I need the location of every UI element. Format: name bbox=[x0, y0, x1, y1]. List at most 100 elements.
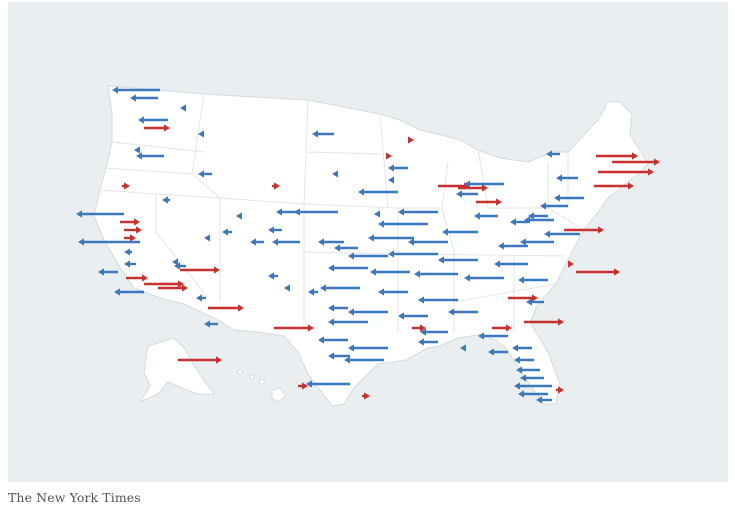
shift-right-arrow bbox=[564, 226, 604, 234]
shift-left-arrow bbox=[276, 208, 298, 216]
shift-left-arrow bbox=[334, 244, 358, 252]
shift-left-arrow bbox=[408, 238, 448, 246]
shift-left-arrow bbox=[204, 320, 218, 328]
shift-left-arrow bbox=[544, 230, 580, 238]
shift-left-arrow bbox=[464, 180, 504, 188]
shift-left-arrow bbox=[442, 228, 478, 236]
shift-left-arrow bbox=[456, 190, 478, 198]
shift-left-arrow bbox=[514, 356, 534, 364]
state-borders bbox=[99, 93, 585, 332]
shift-left-arrow bbox=[284, 284, 290, 292]
shift-left-arrow bbox=[198, 170, 212, 178]
shift-left-arrow bbox=[494, 260, 528, 268]
shift-left-arrow bbox=[328, 352, 350, 360]
shift-right-arrow bbox=[126, 274, 148, 282]
shift-left-arrow bbox=[250, 238, 264, 246]
shift-left-arrow bbox=[420, 328, 448, 336]
shift-left-arrow bbox=[378, 220, 428, 228]
shift-right-arrow bbox=[122, 182, 130, 190]
shift-left-arrow bbox=[344, 356, 384, 364]
contiguous-us-landmass bbox=[93, 85, 649, 407]
shift-left-arrow bbox=[130, 94, 158, 102]
shift-left-arrow bbox=[488, 348, 508, 356]
shift-right-arrow bbox=[362, 392, 370, 400]
shift-left-arrow bbox=[328, 318, 368, 326]
shift-left-arrow bbox=[478, 332, 508, 340]
shift-left-arrow bbox=[554, 194, 584, 202]
shift-left-arrow bbox=[510, 218, 528, 226]
shift-left-arrow bbox=[332, 170, 338, 178]
shift-left-arrow bbox=[524, 216, 554, 224]
shift-left-arrow bbox=[318, 336, 348, 344]
shift-left-arrow bbox=[540, 202, 568, 210]
us-map bbox=[76, 85, 660, 407]
shift-left-arrow bbox=[320, 284, 360, 292]
shift-left-arrow bbox=[414, 270, 458, 278]
shift-left-arrow bbox=[418, 296, 458, 304]
shift-left-arrow bbox=[526, 298, 544, 306]
shift-left-arrow bbox=[518, 276, 548, 284]
shift-left-arrow bbox=[318, 238, 344, 246]
shift-right-arrow bbox=[178, 356, 222, 364]
shift-left-arrow bbox=[398, 312, 428, 320]
shift-right-arrow bbox=[476, 198, 502, 206]
alaska-landmass bbox=[138, 337, 215, 404]
shift-left-arrow bbox=[134, 146, 140, 154]
shift-right-arrow bbox=[144, 124, 170, 132]
shift-left-arrow bbox=[518, 390, 548, 398]
shift-left-arrow bbox=[520, 238, 554, 246]
shift-left-arrow bbox=[464, 274, 504, 282]
shift-left-arrow bbox=[388, 164, 408, 172]
shift-left-arrow bbox=[516, 366, 540, 374]
shift-left-arrow bbox=[312, 130, 334, 138]
shift-right-arrow bbox=[120, 218, 140, 226]
shift-right-arrow bbox=[412, 324, 426, 332]
shift-right-arrow bbox=[556, 386, 564, 394]
shift-left-arrow bbox=[124, 248, 132, 256]
shift-left-arrow bbox=[98, 268, 118, 276]
shift-left-arrow bbox=[174, 262, 186, 270]
shift-right-arrow bbox=[158, 284, 188, 292]
shift-left-arrow bbox=[348, 252, 388, 260]
shift-left-arrow bbox=[460, 344, 466, 352]
shift-left-arrow bbox=[78, 238, 140, 246]
shift-right-arrow bbox=[524, 318, 564, 326]
shift-right-arrow bbox=[458, 184, 488, 192]
shift-left-arrow bbox=[388, 250, 438, 258]
shift-left-arrow bbox=[418, 338, 438, 346]
shift-left-arrow bbox=[268, 226, 282, 234]
shift-right-arrow bbox=[576, 268, 620, 276]
shift-left-arrow bbox=[76, 210, 124, 218]
shift-left-arrow bbox=[114, 288, 144, 296]
shift-left-arrow bbox=[348, 308, 388, 316]
shift-left-arrow bbox=[198, 130, 204, 138]
shift-right-arrow bbox=[408, 136, 414, 144]
shift-left-arrow bbox=[328, 304, 348, 312]
shift-left-arrow bbox=[358, 188, 398, 196]
shift-right-arrow bbox=[596, 152, 638, 160]
shift-left-arrow bbox=[308, 288, 318, 296]
shift-left-arrow bbox=[520, 374, 544, 382]
shift-left-arrow bbox=[398, 208, 438, 216]
shift-left-arrow bbox=[112, 86, 160, 94]
shift-right-arrow bbox=[272, 182, 280, 190]
shift-right-arrow bbox=[612, 158, 660, 166]
shift-right-arrow bbox=[124, 226, 142, 234]
arrow-layer bbox=[76, 86, 660, 404]
shift-left-arrow bbox=[368, 234, 414, 242]
hawaii-islands bbox=[237, 369, 287, 403]
shift-left-arrow bbox=[162, 196, 170, 204]
shift-left-arrow bbox=[438, 256, 478, 264]
shift-left-arrow bbox=[268, 272, 278, 280]
shift-left-arrow bbox=[204, 234, 210, 242]
shift-left-arrow bbox=[474, 212, 498, 220]
shift-left-arrow bbox=[528, 212, 548, 220]
shift-right-arrow bbox=[492, 324, 512, 332]
shift-right-arrow bbox=[386, 152, 392, 160]
shift-left-arrow bbox=[374, 210, 380, 218]
shift-right-arrow bbox=[594, 182, 634, 190]
shift-left-arrow bbox=[378, 288, 408, 296]
shift-left-arrow bbox=[448, 308, 478, 316]
shift-left-arrow bbox=[136, 152, 164, 160]
shift-left-arrow bbox=[196, 294, 206, 302]
